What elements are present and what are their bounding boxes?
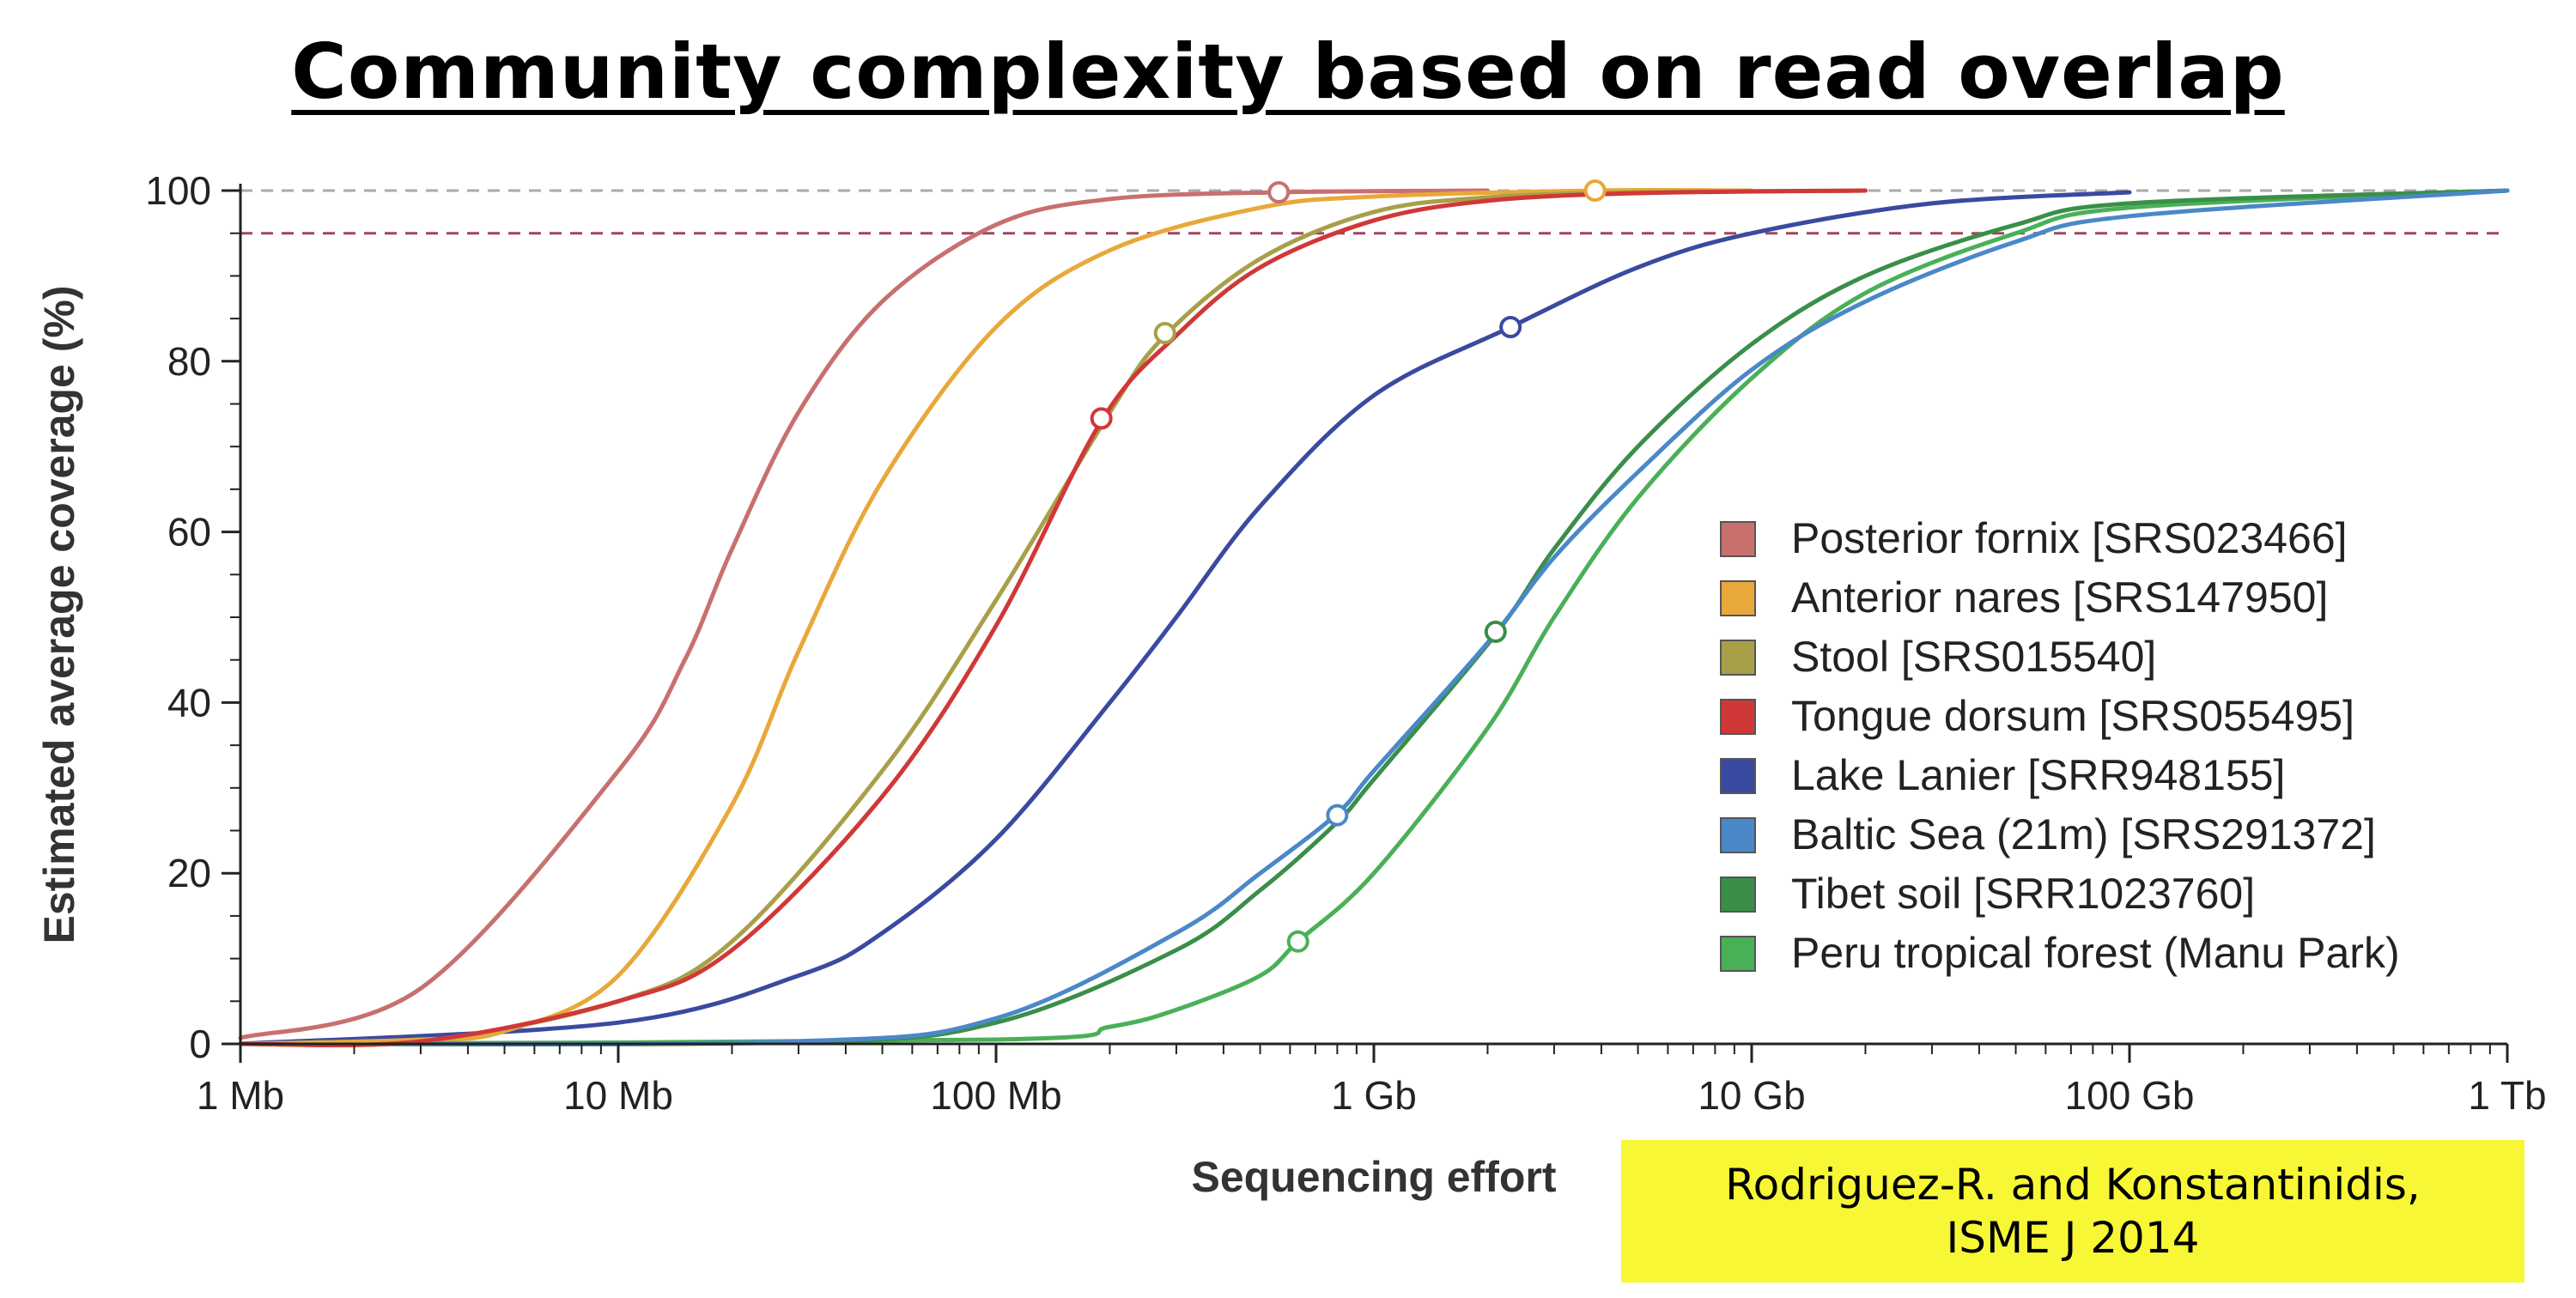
y-tick-label: 40 (167, 680, 211, 725)
legend-label: Tongue dorsum [SRS055495] (1791, 692, 2354, 740)
x-axis-label: Sequencing effort (1191, 1153, 1556, 1201)
legend-label: Anterior nares [SRS147950] (1791, 573, 2328, 622)
legend-swatch (1720, 876, 1756, 913)
series-marker-0 (1267, 180, 1291, 203)
series-marker-2 (1153, 321, 1176, 344)
legend: Posterior fornix [SRS023466] Anterior nar… (1720, 514, 2400, 977)
x-tick-label: 10 Gb (1698, 1073, 1805, 1118)
x-tick-label: 1 Tb (2468, 1073, 2546, 1118)
legend-swatch (1720, 817, 1756, 853)
x-tick-label: 1 Mb (197, 1073, 284, 1118)
x-tick-label: 100 Mb (930, 1073, 1061, 1118)
legend-swatch (1720, 936, 1756, 972)
legend-label: Stool [SRS015540] (1791, 633, 2156, 681)
ticks: 1 Mb 10 Mb 100 Mb 1 Gb 10 Gb 100 Gb 1 Tb 0 20 40 6… (145, 168, 2546, 1118)
citation-line-2: ISME J 2014 (1946, 1213, 2200, 1263)
legend-label: Baltic Sea (21m) [SRS291372] (1791, 810, 2376, 858)
legend-swatch (1720, 699, 1756, 735)
series-marker-6 (1484, 620, 1507, 643)
y-tick-label: 60 (167, 510, 211, 555)
citation-box: Rodriguez-R. and Konstantinidis, ISME J … (1621, 1140, 2524, 1283)
chart-title: Community complexity based on read overl… (291, 27, 2285, 116)
legend-label: Tibet soil [SRR1023760] (1791, 870, 2255, 918)
y-tick-label: 0 (189, 1022, 211, 1066)
series-line-2 (238, 188, 1868, 1047)
citation-line-1: Rodriguez-R. and Konstantinidis, (1725, 1159, 2421, 1210)
legend-swatch (1720, 640, 1756, 676)
x-tick-label: 1 Gb (1331, 1073, 1417, 1118)
legend-label: Lake Lanier [SRR948155] (1791, 751, 2285, 799)
series-line-3 (238, 188, 1868, 1047)
series-markers (1090, 179, 1607, 953)
x-tick-label: 100 Gb (2065, 1073, 2195, 1118)
legend-swatch (1720, 580, 1756, 616)
series-marker-1 (1583, 179, 1607, 202)
series-line-7 (238, 188, 2510, 1046)
series-curves (238, 187, 2510, 1047)
y-tick-label: 100 (145, 168, 211, 213)
series-line-4 (238, 190, 2132, 1046)
legend-label: Peru tropical forest (Manu Park) (1791, 929, 2400, 977)
series-marker-3 (1090, 407, 1113, 430)
y-tick-label: 80 (167, 339, 211, 384)
y-axis-label: Estimated average coverage (%) (35, 285, 83, 943)
series-marker-4 (1499, 316, 1522, 339)
legend-swatch (1720, 758, 1756, 794)
series-line-5 (238, 188, 2510, 1046)
series-marker-5 (1326, 804, 1349, 827)
legend-label: Posterior fornix [SRS023466] (1791, 514, 2348, 562)
legend-swatch (1720, 521, 1756, 557)
y-tick-label: 20 (167, 851, 211, 895)
x-tick-label: 10 Mb (563, 1073, 673, 1118)
series-marker-7 (1286, 930, 1309, 953)
series-line-0 (238, 188, 1490, 1040)
